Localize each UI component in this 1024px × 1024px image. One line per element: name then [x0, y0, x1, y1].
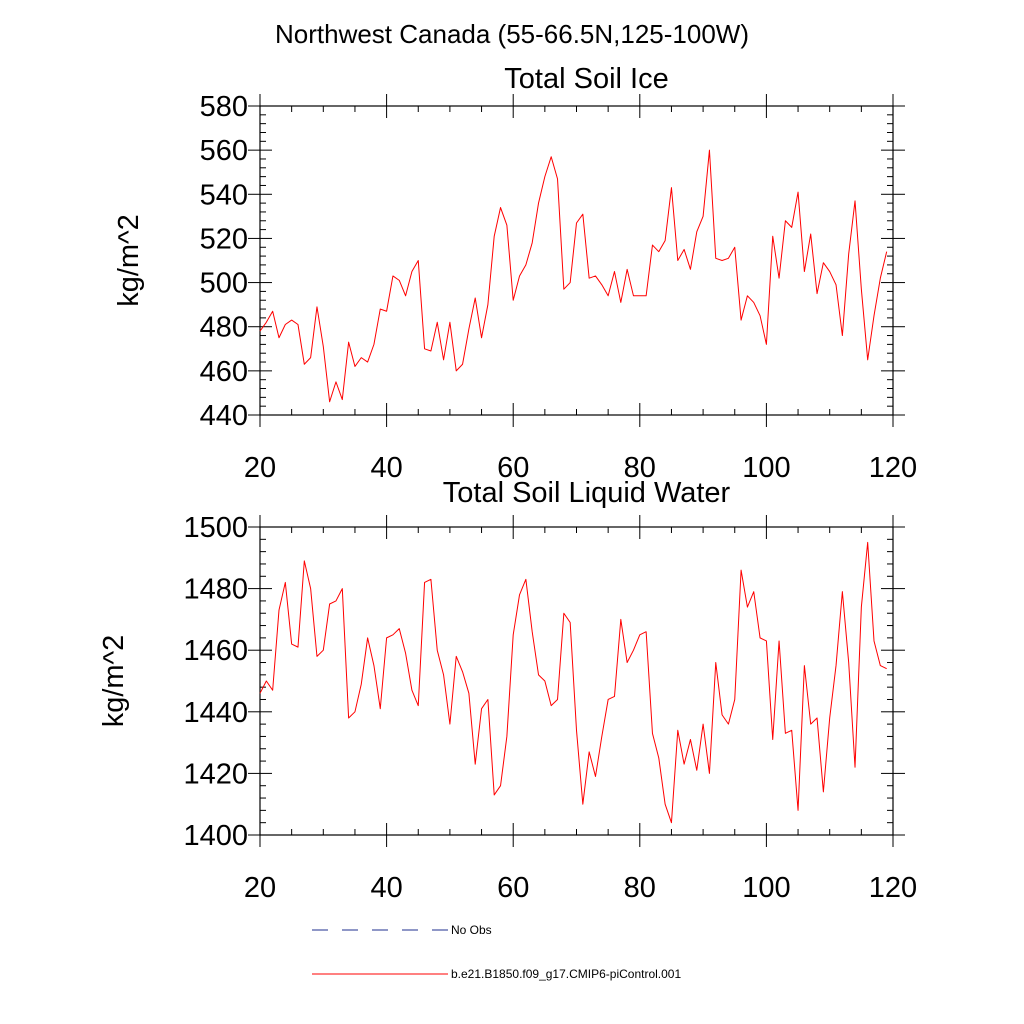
y-axis-label: kg/m^2 — [113, 214, 145, 307]
panel-title: Total Soil Ice — [504, 63, 668, 95]
x-tick-label: 40 — [370, 872, 402, 904]
plot-frame — [259, 526, 894, 836]
plot-frame — [259, 105, 894, 416]
series-line — [259, 149, 888, 403]
y-tick-label: 520 — [200, 223, 248, 255]
legend: No Obs b.e21.B1850.f09_g17.CMIP6-piContr… — [312, 923, 681, 981]
panel-total-soil-liquid-water: Total Soil Liquid Water kg/m^2 20 40 60 80 100… — [98, 477, 917, 904]
legend-model-label: b.e21.B1850.f09_g17.CMIP6-piControl.001 — [451, 967, 681, 981]
y-tick-label: 1420 — [183, 758, 248, 790]
x-tick-label: 40 — [370, 452, 402, 484]
x-tick-label: 120 — [869, 452, 917, 484]
y-tick-label: 1460 — [183, 635, 248, 667]
x-tick-label: 60 — [497, 872, 529, 904]
y-tick-label: 500 — [200, 268, 248, 300]
panel-total-soil-ice: Total Soil Ice kg/m^2 20 40 60 80 100 120 440 460… — [113, 63, 917, 484]
y-tick-label: 460 — [200, 356, 248, 388]
y-tick-label: 1500 — [183, 512, 248, 544]
y-tick-label: 1400 — [183, 820, 248, 852]
y-tick-label: 440 — [200, 400, 248, 432]
figure-title: Northwest Canada (55-66.5N,125-100W) — [275, 19, 749, 49]
x-tick-label: 80 — [624, 452, 656, 484]
y-tick-label: 1440 — [183, 697, 248, 729]
y-tick-label: 1480 — [183, 574, 248, 606]
panel-title: Total Soil Liquid Water — [443, 477, 731, 509]
y-tick-label: 540 — [200, 179, 248, 211]
y-tick-label: 480 — [200, 312, 248, 344]
y-tick-label: 560 — [200, 135, 248, 167]
y-axis-label: kg/m^2 — [98, 635, 130, 728]
x-tick-label: 60 — [497, 452, 529, 484]
x-tick-label: 80 — [624, 872, 656, 904]
series-line — [259, 541, 887, 824]
x-tick-label: 100 — [742, 872, 790, 904]
legend-obs-label: No Obs — [451, 923, 492, 937]
x-tick-label: 120 — [869, 872, 917, 904]
y-tick-label: 580 — [200, 91, 248, 123]
x-tick-label: 20 — [244, 452, 276, 484]
x-tick-label: 100 — [742, 452, 790, 484]
x-tick-label: 20 — [244, 872, 276, 904]
